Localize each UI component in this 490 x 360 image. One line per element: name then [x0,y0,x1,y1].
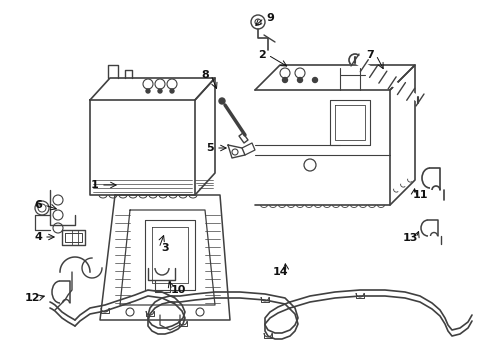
Circle shape [170,89,174,93]
Text: 11: 11 [412,190,428,200]
Text: 12: 12 [24,293,40,303]
Text: 9: 9 [266,13,274,23]
Text: 5: 5 [206,143,214,153]
Circle shape [146,89,150,93]
Text: 4: 4 [34,232,42,242]
Circle shape [313,77,318,82]
Circle shape [158,89,162,93]
Text: 14: 14 [272,267,288,277]
Text: 10: 10 [171,285,186,295]
Text: 7: 7 [366,50,374,60]
Text: 3: 3 [161,243,169,253]
Text: 2: 2 [258,50,266,60]
Circle shape [219,98,225,104]
Text: 6: 6 [34,200,42,210]
Circle shape [283,77,288,82]
Circle shape [297,77,302,82]
Text: 8: 8 [201,70,209,80]
Text: 1: 1 [91,180,99,190]
Text: 13: 13 [402,233,417,243]
